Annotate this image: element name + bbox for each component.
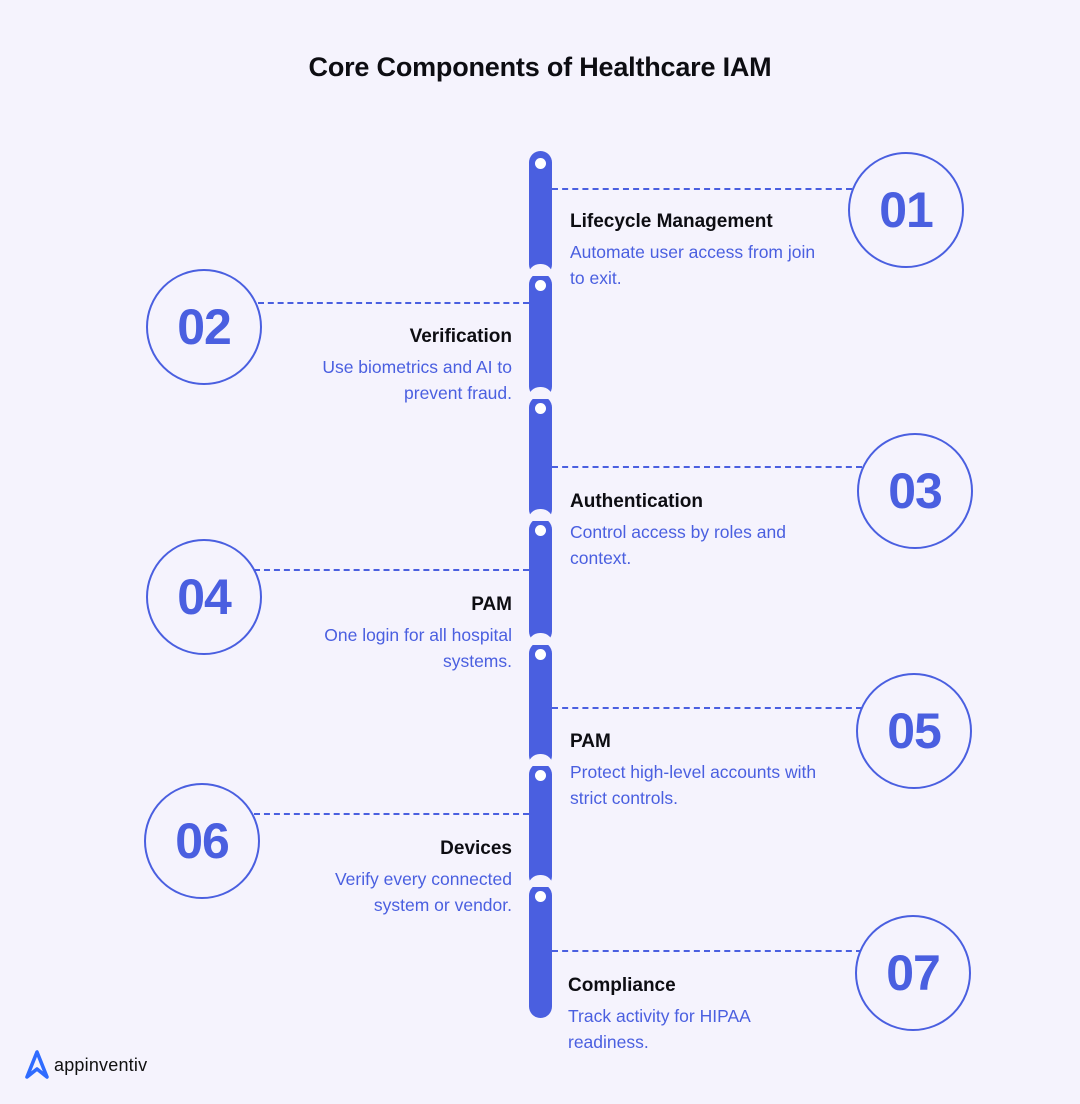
connector-line-02 <box>258 302 529 304</box>
timeline-segment-7 <box>528 875 553 1018</box>
node-dot-icon <box>535 158 546 169</box>
timeline-segment-6 <box>528 754 553 888</box>
connector-line-05 <box>552 707 862 709</box>
item-title: Lifecycle Management <box>570 211 773 232</box>
item-description: Protect high-level accounts with strict … <box>570 762 817 808</box>
node-dot-icon <box>535 649 546 660</box>
connector-line-07 <box>552 950 862 952</box>
appinventiv-a-icon <box>25 1050 49 1079</box>
item-title: Verification <box>409 326 512 347</box>
item-06: Devices Verify every connected system or… <box>252 838 512 918</box>
timeline-segment-1 <box>529 151 552 276</box>
item-description: Use biometrics and AI to prevent fraud. <box>322 357 512 403</box>
item-01: Lifecycle Management Automate user acces… <box>570 211 830 291</box>
timeline-segment-4 <box>528 509 553 643</box>
node-dot-icon <box>535 525 546 536</box>
number-badge-06: 06 <box>144 783 260 899</box>
item-title: PAM <box>570 731 611 752</box>
node-dot-icon <box>535 280 546 291</box>
number-badge-07: 07 <box>855 915 971 1031</box>
item-title: Authentication <box>570 491 703 512</box>
item-02: Verification Use biometrics and AI to pr… <box>252 326 512 406</box>
item-description: Automate user access from join to exit. <box>570 242 816 288</box>
brand-logo: appinventiv <box>24 1050 147 1080</box>
item-description: Control access by roles and context. <box>570 522 786 568</box>
item-title: PAM <box>471 594 512 615</box>
page-title: Core Components of Healthcare IAM <box>308 52 772 82</box>
node-dot-icon <box>535 770 546 781</box>
logo-text: appinventiv <box>54 1054 148 1075</box>
number-badge-04: 04 <box>146 539 262 655</box>
connector-line-06 <box>254 813 529 815</box>
number-badge-05: 05 <box>856 673 972 789</box>
item-title: Devices <box>440 838 512 859</box>
item-03: Authentication Control access by roles a… <box>570 491 830 571</box>
item-description: Track activity for HIPAA readiness. <box>568 1006 750 1052</box>
timeline-segment-5 <box>528 633 553 767</box>
number-badge-01: 01 <box>848 152 964 268</box>
connector-line-03 <box>552 466 862 468</box>
timeline-segment-3 <box>528 387 553 521</box>
item-title: Compliance <box>568 975 676 996</box>
number-badge-03: 03 <box>857 433 973 549</box>
item-05: PAM Protect high-level accounts with str… <box>570 731 830 811</box>
timeline-segment-2 <box>528 264 553 398</box>
item-04: PAM One login for all hospital systems. <box>252 594 512 674</box>
number-badge-02: 02 <box>146 269 262 385</box>
connector-line-04 <box>254 569 529 571</box>
connector-line-01 <box>552 188 852 190</box>
item-description: Verify every connected system or vendor. <box>334 869 512 915</box>
item-07: Compliance Track activity for HIPAA read… <box>568 975 828 1055</box>
item-description: One login for all hospital systems. <box>324 625 512 671</box>
node-dot-icon <box>535 403 546 414</box>
node-dot-icon <box>535 891 546 902</box>
